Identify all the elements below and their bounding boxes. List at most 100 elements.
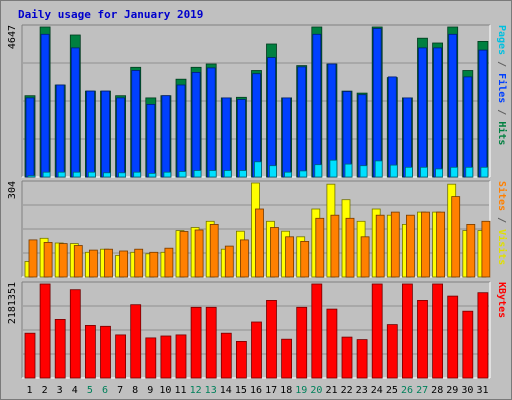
legend-part: Visits [496,229,508,265]
bar-kbytes-day-19 [296,306,308,379]
bar-files-day-30 [463,76,473,178]
bar-kbytes-day-14 [220,332,232,379]
x-tick-label-day-14: 14 [220,385,232,396]
x-tick-label-day-15: 15 [235,385,247,396]
bar-kbytes-day-28 [432,283,444,379]
x-tick-label-day-29: 29 [446,385,458,396]
bar-sites-day-30 [466,223,476,278]
bar-pages-day-20 [314,164,323,178]
bar-sites-day-13 [209,223,219,278]
x-tick-label-day-21: 21 [325,385,337,396]
panel-top-legend: Pages / Files / Hits [496,25,508,145]
bar-files-day-3 [55,84,65,178]
bar-sites-day-22 [345,217,355,278]
bar-pages-day-14 [223,170,232,178]
bar-kbytes-day-11 [175,334,187,379]
bar-sites-day-10 [164,247,174,278]
bar-pages-day-4 [72,171,81,178]
bar-kbytes-day-29 [447,295,459,379]
panel-bottom: 2181351 KBytes [7,281,507,379]
bar-kbytes-day-30 [462,310,474,379]
bar-files-day-9 [146,104,156,178]
bar-kbytes-day-17 [266,299,277,379]
bar-files-day-5 [86,90,95,178]
legend-part: Hits [496,121,508,145]
bar-pages-day-3 [57,171,66,178]
bar-sites-day-29 [451,196,461,278]
bar-kbytes-day-3 [54,318,66,379]
bar-sites-day-14 [224,245,234,278]
bar-pages-day-13 [208,170,217,178]
x-tick-label-day-22: 22 [341,385,353,396]
bar-pages-day-17 [269,165,277,178]
bar-sites-day-7 [119,250,128,278]
bar-pages-day-1 [27,175,36,178]
bar-kbytes-day-16 [251,321,262,379]
bar-files-day-13 [206,67,216,178]
bar-files-day-12 [191,72,201,178]
bar-sites-day-9 [149,251,159,278]
bar-kbytes-day-25 [386,324,398,379]
bar-pages-day-7 [118,172,126,178]
series-sites [28,196,491,278]
x-tick-label-day-28: 28 [431,385,443,396]
x-tick-label-day-17: 17 [265,385,277,396]
bar-files-day-28 [433,47,443,178]
x-tick-label-day-19: 19 [295,385,307,396]
bar-files-day-29 [448,33,458,178]
bar-sites-day-25 [390,211,400,278]
bar-sites-day-16 [255,208,264,278]
bar-sites-day-18 [285,236,295,278]
x-tick-label-day-27: 27 [416,385,428,396]
bar-kbytes-day-8 [130,304,142,379]
x-tick-label-day-3: 3 [57,385,63,396]
bar-files-day-18 [282,97,292,178]
x-tick-label-day-30: 30 [461,385,473,396]
bar-kbytes-day-2 [39,283,51,379]
bar-kbytes-day-21 [326,308,338,379]
x-tick-label-day-16: 16 [250,385,262,396]
bar-pages-day-8 [133,171,142,178]
bar-pages-day-16 [254,161,262,178]
x-axis-labels: 1 2 3 4 5 6 7 8 9 10 11 12 13 14 15 16 17 18 19 20 21 22 23 24 2… [26,385,488,396]
bar-pages-day-24 [374,160,383,178]
bar-sites-day-23 [360,236,370,278]
bar-sites-day-31 [481,220,491,278]
x-tick-label-day-10: 10 [159,385,171,396]
x-tick-label-day-24: 24 [371,385,383,396]
bar-pages-day-18 [284,171,293,178]
bar-files-day-19 [297,66,307,178]
x-tick-label-day-2: 2 [42,385,48,396]
bar-kbytes-day-1 [24,332,36,379]
x-tick-label-day-12: 12 [190,385,202,396]
bar-sites-day-28 [436,211,446,278]
bar-sites-day-26 [405,214,415,278]
bar-files-day-7 [116,97,125,178]
bar-files-day-11 [176,84,186,178]
x-tick-label-day-18: 18 [280,385,292,396]
legend-part: / [496,211,507,229]
chart-panels: 4647 Pages / Files / Hits 304 Sites / Visit… [7,24,508,379]
panel-top-ymax-label: 4647 [7,25,18,49]
bar-pages-day-21 [329,159,338,178]
x-tick-label-day-5: 5 [87,385,93,396]
bar-sites-day-20 [315,217,325,278]
legend-part: Pages [496,25,507,55]
legend-part: / [496,103,507,121]
legend-part: Sites [496,181,508,211]
bar-pages-day-10 [163,171,172,178]
bar-kbytes-day-23 [356,339,368,379]
chart-title: Daily usage for January 2019 [18,8,203,21]
bar-kbytes-day-24 [371,283,383,379]
bar-files-day-31 [478,49,488,178]
bar-pages-day-19 [299,170,308,178]
bar-sites-day-5 [89,249,98,278]
x-tick-label-day-31: 31 [476,385,488,396]
x-tick-label-day-1: 1 [26,385,32,396]
x-tick-label-day-11: 11 [174,385,186,396]
bar-files-day-14 [221,97,231,178]
x-tick-label-day-4: 4 [72,385,78,396]
bar-kbytes-day-15 [235,340,247,379]
bar-kbytes-day-26 [401,283,413,379]
